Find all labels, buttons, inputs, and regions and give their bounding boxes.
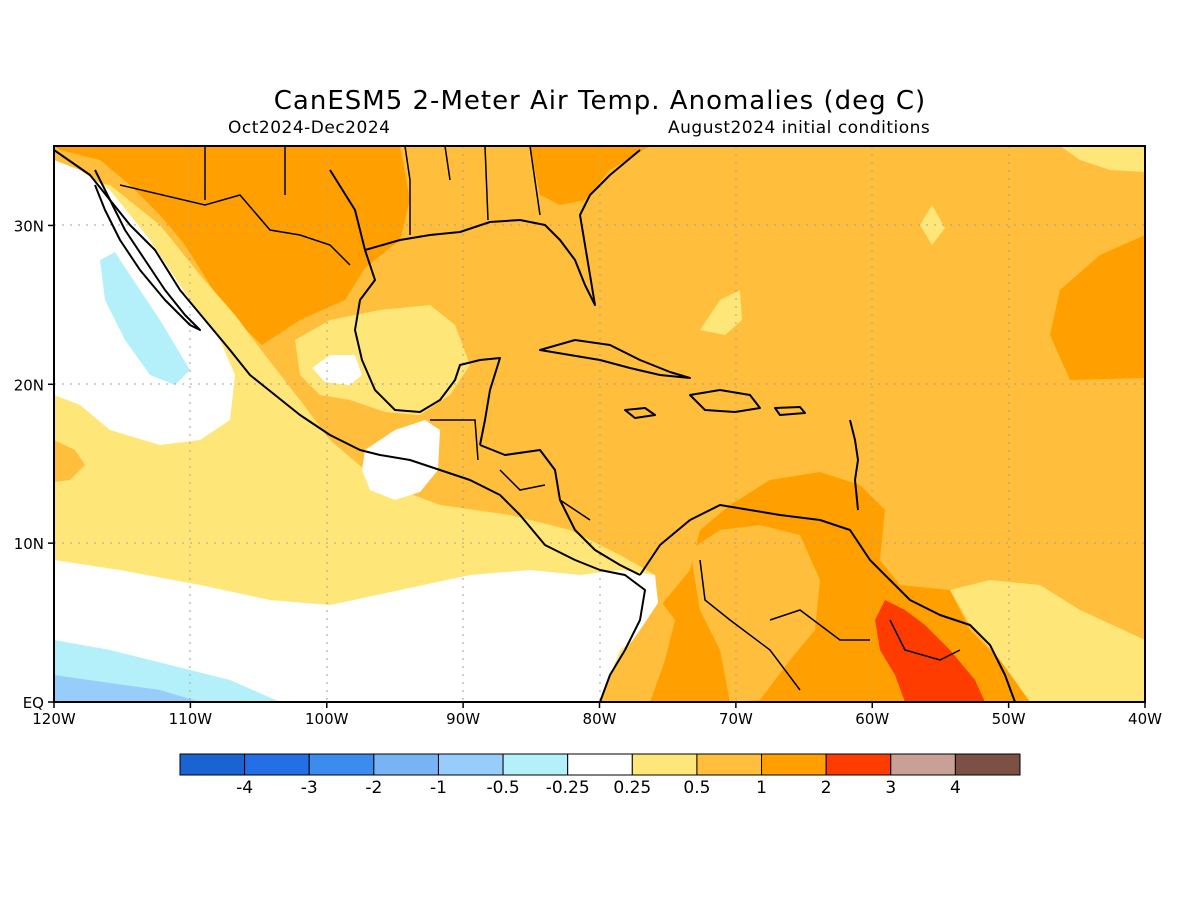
colorbar-swatch <box>890 753 956 776</box>
coastline-south-america <box>639 504 1016 702</box>
anomaly-region-1-2-pacific-spot <box>54 440 85 482</box>
x-axis-ticks: 120W 110W 100W 90W 80W 70W 60W 50W 40W <box>32 702 1162 728</box>
anomaly-region-neutral-guatemala <box>362 420 440 500</box>
colorbar-swatch <box>179 753 246 776</box>
colorbar-swatch <box>502 753 569 776</box>
anomaly-region-cool-baja <box>100 252 190 385</box>
colorbar-swatch <box>761 753 827 776</box>
anomaly-region-1-2-southeast <box>530 146 650 205</box>
anomaly-region-2-3-guiana <box>875 600 985 702</box>
coastline-mexico-pacific <box>54 149 646 702</box>
x-tick-label: 70W <box>719 710 753 728</box>
coastline-jamaica <box>624 407 656 419</box>
border-south-america <box>699 559 961 691</box>
anomaly-region-0.5-1-colombia-coast <box>600 600 675 702</box>
coastline-hispaniola <box>689 389 761 413</box>
coastlines <box>54 149 1016 702</box>
colorbar-swatch <box>244 753 310 776</box>
colorbar-swatch <box>631 753 698 776</box>
colorbar-label: 3 <box>885 778 896 798</box>
initial-conditions: August2024 initial conditions <box>668 118 931 138</box>
forecast-period: Oct2024-Dec2024 <box>228 118 391 138</box>
anomaly-field <box>54 146 1145 702</box>
coastline-baja <box>94 169 201 331</box>
colorbar-label: -2 <box>365 778 382 798</box>
x-tick-label: 110W <box>169 710 213 728</box>
x-tick-label: 50W <box>992 710 1026 728</box>
x-tick-label: 90W <box>446 710 480 728</box>
x-tick-label: 100W <box>305 710 349 728</box>
coastline-cuba <box>539 339 691 379</box>
coastline-lesser-antilles <box>849 419 859 511</box>
anomaly-region-neutral-mexico <box>312 355 362 385</box>
y-axis-ticks: EQ 10N 20N 30N <box>14 217 54 712</box>
anomaly-region-0.25-0.5-pacific <box>54 175 660 702</box>
anomaly-region-0.25-0.5-northeast <box>1060 146 1145 172</box>
y-tick-label: 20N <box>14 376 44 394</box>
anomaly-region-0.5-1-venezuela <box>690 525 820 702</box>
y-tick-label: 10N <box>14 535 44 553</box>
y-tick-label: EQ <box>23 694 44 712</box>
anomaly-region-1-2-mexico <box>54 146 410 345</box>
anomaly-region-neutral-equatorial <box>54 560 660 702</box>
colorbar-label: -4 <box>236 778 253 798</box>
colorbar-label: 2 <box>821 778 832 798</box>
coastline-puerto-rico <box>774 406 806 416</box>
anomaly-region-moderate-cool <box>54 675 200 702</box>
border-us-states <box>204 146 541 235</box>
colorbar-swatch <box>373 753 439 776</box>
colorbar: -4 -3 -2 -1 -0.5 -0.25 0.25 0.5 1 2 3 4 <box>179 753 1021 798</box>
anomaly-region-0.25-0.5-gulf <box>295 305 470 415</box>
border-central-america <box>430 419 591 521</box>
colorbar-swatch <box>954 753 1021 776</box>
colorbar-label: -0.25 <box>546 778 590 798</box>
colorbar-label: -0.5 <box>486 778 519 798</box>
colorbar-swatch <box>567 753 633 776</box>
colorbar-label: 0.5 <box>683 778 710 798</box>
colorbar-label: 0.25 <box>613 778 651 798</box>
country-borders <box>119 146 961 691</box>
colorbar-label: 1 <box>756 778 767 798</box>
colorbar-label: -1 <box>430 778 447 798</box>
x-tick-label: 120W <box>32 710 76 728</box>
anomaly-region-1-2-atlantic <box>1050 235 1145 380</box>
chart-title: CanESM5 2-Meter Air Temp. Anomalies (deg… <box>273 86 927 116</box>
coastline-us-gulf <box>364 149 641 306</box>
colorbar-swatch <box>308 753 375 776</box>
grid-lines <box>54 146 1145 702</box>
colorbar-label: 4 <box>950 778 961 798</box>
x-tick-label: 80W <box>583 710 617 728</box>
anomaly-region-0.25-0.5-atlantic-spot <box>920 205 945 245</box>
x-tick-label: 60W <box>855 710 889 728</box>
colorbar-swatch <box>825 753 892 776</box>
colorbar-swatch <box>696 753 763 776</box>
anomaly-region-0.25-0.5-guiana <box>950 580 1145 702</box>
x-tick-label: 40W <box>1128 710 1162 728</box>
colorbar-swatch <box>437 753 504 776</box>
border-us-mexico <box>119 184 351 266</box>
y-tick-label: 30N <box>14 217 44 235</box>
colorbar-label: -3 <box>301 778 318 798</box>
coastline-gulf <box>329 169 501 446</box>
anomaly-region-0.25-0.5-bahamas <box>700 290 742 335</box>
